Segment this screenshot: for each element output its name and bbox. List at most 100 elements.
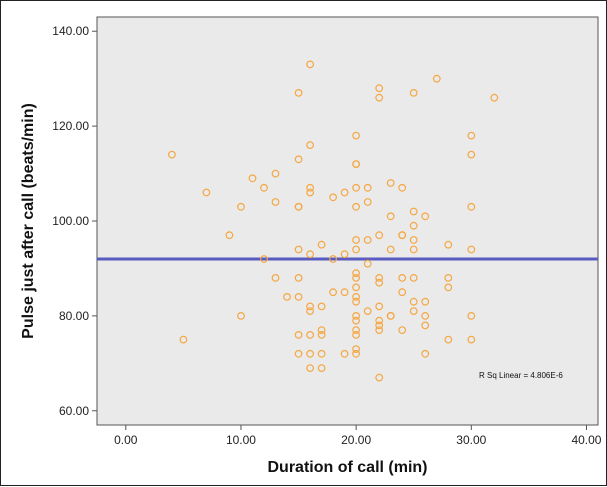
data-point — [490, 93, 499, 102]
data-point — [306, 331, 315, 339]
data-point — [352, 331, 361, 339]
data-point — [294, 155, 303, 164]
data-point — [352, 349, 361, 358]
data-point — [352, 345, 361, 354]
data-point — [237, 202, 245, 211]
data-point — [467, 202, 476, 211]
y-tick-label: 80.00 — [59, 309, 89, 323]
data-point — [179, 335, 188, 344]
data-point — [237, 312, 245, 320]
data-point — [409, 307, 418, 316]
data-point — [375, 321, 384, 330]
data-point — [225, 231, 234, 240]
x-tick-label: 0.00 — [114, 433, 138, 447]
data-point — [317, 364, 326, 373]
data-point — [352, 183, 361, 192]
data-point — [467, 312, 476, 320]
data-point — [294, 245, 303, 254]
data-point — [294, 202, 303, 211]
data-point — [409, 236, 418, 244]
data-point — [386, 245, 395, 254]
data-point — [421, 349, 430, 358]
data-point — [306, 60, 315, 69]
y-axis-label: Pulse just after call (beats/min) — [20, 103, 37, 339]
data-point — [352, 316, 361, 325]
data-point — [444, 274, 453, 282]
data-point — [306, 349, 315, 358]
data-point — [329, 193, 338, 202]
data-point — [306, 302, 315, 311]
data-point — [271, 274, 280, 282]
data-point — [421, 321, 430, 330]
data-point — [409, 88, 418, 97]
data-point — [363, 259, 372, 268]
data-point — [444, 335, 453, 344]
data-point — [467, 245, 476, 254]
data-point — [306, 364, 315, 373]
data-points — [167, 60, 499, 382]
x-axis-label: Duration of call (min) — [268, 459, 428, 476]
data-point — [386, 312, 395, 320]
y-axis-ticks: 60.00 80.00 100.00 120.00 140.00 — [52, 24, 97, 418]
data-point — [294, 349, 303, 358]
data-point — [363, 183, 372, 192]
data-point — [432, 74, 441, 83]
data-point — [467, 131, 476, 140]
data-point — [444, 283, 453, 292]
data-point — [271, 169, 280, 178]
y-tick-label: 100.00 — [52, 214, 89, 228]
data-point — [409, 221, 418, 230]
data-point — [317, 349, 326, 358]
data-point — [167, 150, 176, 159]
data-point — [352, 326, 361, 335]
x-tick-label: 20.00 — [341, 433, 371, 447]
data-point — [386, 212, 395, 221]
data-point — [352, 293, 361, 301]
data-point — [409, 207, 418, 216]
data-point — [306, 250, 315, 259]
data-point — [317, 331, 326, 339]
x-tick-label: 30.00 — [456, 433, 486, 447]
data-point — [409, 297, 418, 306]
data-point — [317, 302, 326, 311]
data-point — [467, 150, 476, 159]
data-point — [352, 131, 361, 140]
data-point — [352, 297, 361, 306]
data-point — [294, 274, 303, 282]
data-point — [202, 188, 211, 197]
data-point — [421, 212, 430, 221]
data-point — [306, 141, 315, 150]
y-tick-label: 140.00 — [52, 24, 89, 38]
data-point — [340, 188, 349, 197]
data-point — [352, 312, 361, 320]
data-point — [329, 288, 338, 297]
data-point — [398, 183, 407, 192]
r-squared-annotation: R Sq Linear = 4.806E-6 — [479, 371, 563, 380]
data-point — [398, 274, 407, 282]
x-tick-label: 40.00 — [571, 433, 601, 447]
data-point — [352, 283, 361, 292]
y-tick-label: 120.00 — [52, 119, 89, 133]
data-point — [363, 236, 372, 244]
data-point — [421, 312, 430, 320]
data-point — [306, 183, 315, 192]
data-point — [340, 349, 349, 358]
data-point — [363, 198, 372, 206]
data-point — [398, 326, 407, 335]
data-point — [294, 88, 303, 97]
data-point — [317, 326, 326, 335]
data-point — [352, 245, 361, 254]
data-point — [375, 274, 384, 282]
data-point — [352, 236, 361, 244]
data-point — [340, 250, 349, 259]
x-tick-label: 10.00 — [226, 433, 256, 447]
data-point — [340, 288, 349, 297]
data-point — [398, 288, 407, 297]
data-point — [375, 84, 384, 93]
data-point — [283, 293, 291, 301]
data-point — [375, 231, 384, 240]
plot-area — [96, 16, 599, 426]
data-point — [294, 331, 303, 339]
x-axis-ticks: 0.00 10.00 20.00 30.00 40.00 — [114, 425, 602, 447]
